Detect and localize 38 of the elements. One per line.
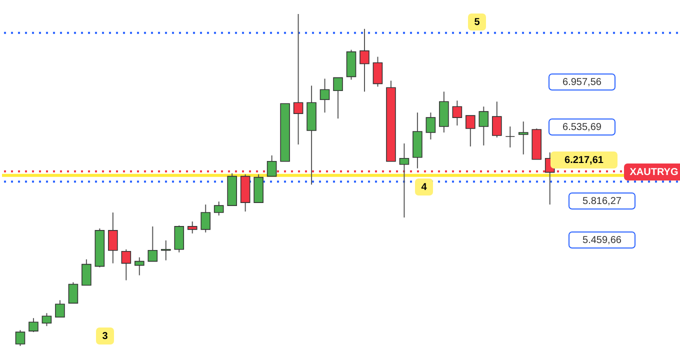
- candlestick: [108, 212, 118, 264]
- candlestick: [478, 106, 489, 146]
- candlestick: [320, 78, 330, 114]
- candlestick: [333, 77, 343, 120]
- candlestick: [28, 318, 38, 333]
- candlestick: [452, 100, 462, 126]
- candlestick: [15, 330, 26, 346]
- candlestick: [492, 101, 502, 138]
- annotation: 5: [474, 17, 480, 28]
- text: 6.217,61: [564, 155, 604, 166]
- candlestick: [68, 282, 78, 304]
- text: 6.535,69: [562, 122, 602, 133]
- candlestick: [134, 256, 144, 276]
- candlestick: [55, 300, 65, 318]
- text: 6.957,56: [562, 77, 602, 88]
- annotation: 3: [102, 331, 108, 342]
- candlestick: [266, 154, 277, 177]
- candlestick: [200, 204, 211, 233]
- candlestick: [518, 121, 528, 155]
- candlestick: [466, 115, 476, 147]
- text: 5.459,66: [582, 235, 622, 246]
- candlestick: [360, 28, 370, 92]
- candlestick: [160, 240, 171, 261]
- candlestick: [42, 312, 52, 327]
- text: 5.816,27: [582, 196, 622, 207]
- candlestick: [148, 226, 158, 262]
- candlestick: [82, 258, 92, 286]
- candlestick: [505, 126, 516, 148]
- text: XAUTRYG: [630, 167, 678, 178]
- annotation: 4: [421, 182, 428, 193]
- candlestick: [174, 224, 184, 253]
- candlestick: [187, 220, 198, 234]
- candlestick: [399, 142, 410, 218]
- candlestick: [121, 248, 132, 281]
- candlestick: [293, 13, 304, 145]
- candlestick: [372, 56, 383, 88]
- candlestick: [214, 201, 224, 216]
- candlestick: [426, 112, 436, 140]
